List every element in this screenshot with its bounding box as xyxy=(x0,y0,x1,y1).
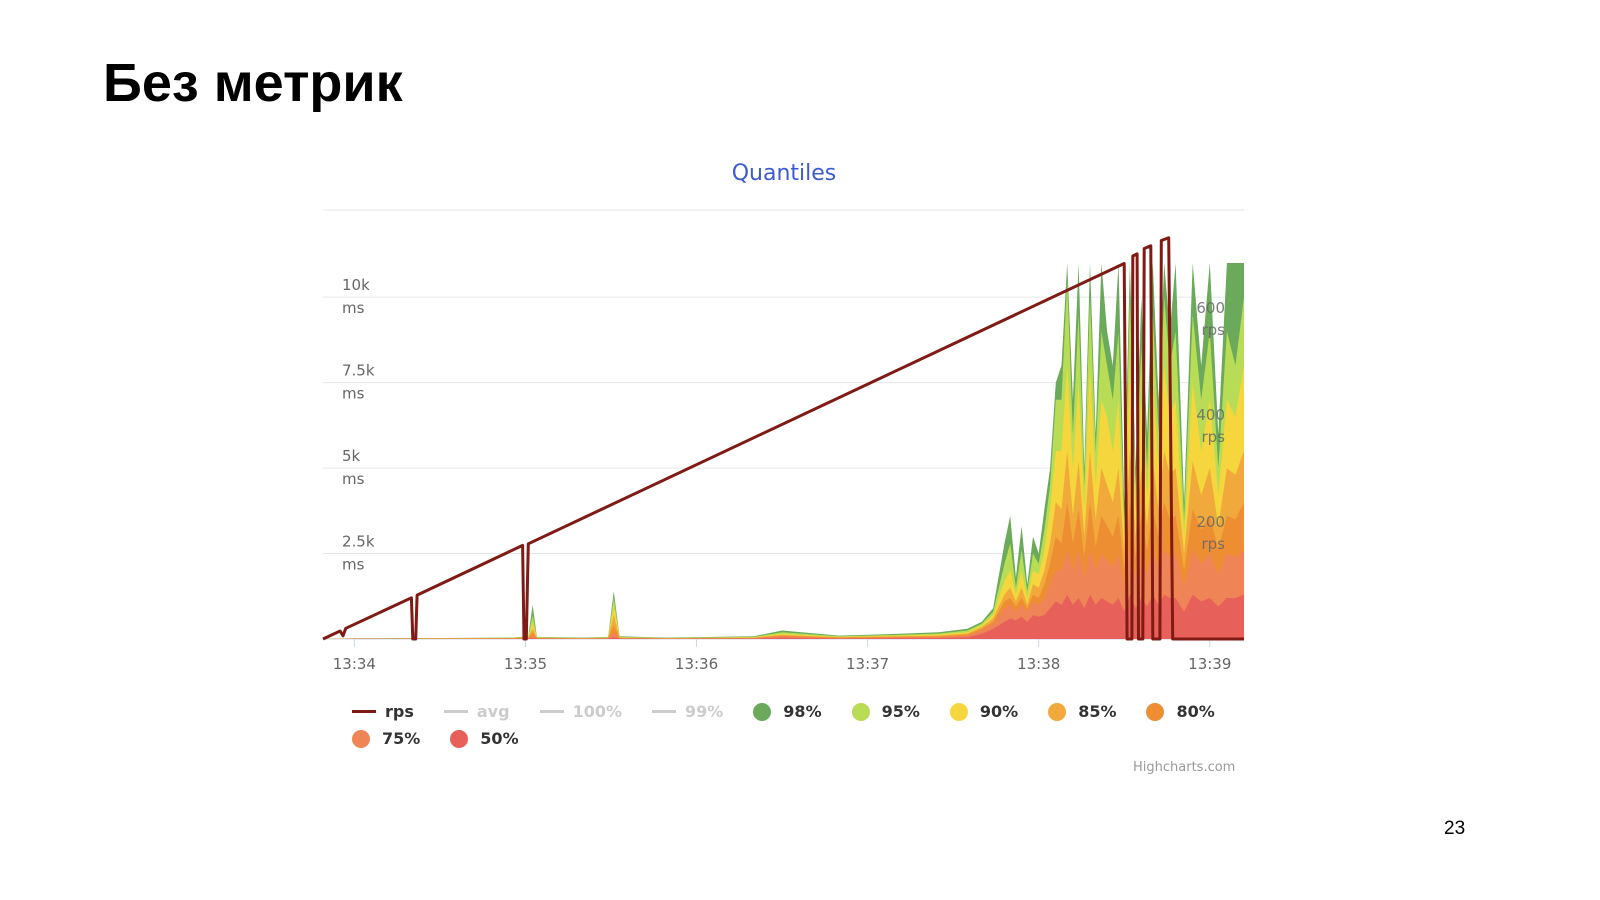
chart-title: Quantiles xyxy=(732,161,837,186)
legend-line-icon xyxy=(352,710,376,713)
legend-item-80pct[interactable]: 80% xyxy=(1146,702,1215,721)
y-left-tick-unit: ms xyxy=(342,385,365,403)
legend-label: 50% xyxy=(480,729,519,748)
rps-line xyxy=(322,236,1244,641)
area-series-50pct xyxy=(323,594,1244,639)
legend-item-85pct[interactable]: 85% xyxy=(1048,702,1116,721)
legend-item-99pct[interactable]: 99% xyxy=(652,702,723,721)
y-left-tick-label: 2.5k xyxy=(342,533,375,551)
y-left-tick-unit: ms xyxy=(342,470,365,488)
legend-label: 99% xyxy=(685,702,724,721)
y-right-tick-unit: rps xyxy=(1201,321,1225,339)
legend-label: avg xyxy=(476,702,510,721)
y-right-tick-label: 400 xyxy=(1196,406,1225,424)
y-left-tick-unit: ms xyxy=(342,556,365,574)
area-series-75pct xyxy=(323,550,1244,639)
legend-item-98pct[interactable]: 98% xyxy=(753,702,822,721)
legend-label: 85% xyxy=(1078,702,1117,721)
legend-label: 95% xyxy=(881,702,920,721)
x-tick-label: 13:35 xyxy=(504,655,547,673)
legend-dot-icon xyxy=(1146,702,1165,721)
legend-item-50pct[interactable]: 50% xyxy=(450,729,519,748)
legend-line-icon xyxy=(652,710,676,713)
legend-line-icon xyxy=(443,710,468,713)
y-right-tick-unit: rps xyxy=(1201,428,1225,446)
x-tick-label: 13:38 xyxy=(1017,655,1060,673)
legend-label: 98% xyxy=(783,702,822,721)
x-tick-label: 13:37 xyxy=(846,655,889,673)
legend-label: 90% xyxy=(979,702,1019,721)
legend-dot-icon xyxy=(949,702,968,721)
y-right-tick-unit: rps xyxy=(1201,535,1225,553)
y-right-tick-label: 200 xyxy=(1196,513,1225,531)
legend-item-avg[interactable]: avg xyxy=(443,702,510,721)
highcharts-credit[interactable]: Highcharts.com xyxy=(1133,760,1236,775)
y-left-tick-label: 5k xyxy=(342,447,361,465)
legend-dot-icon xyxy=(851,702,870,721)
x-tick-label: 13:39 xyxy=(1188,655,1231,673)
legend-dot-icon xyxy=(1048,702,1067,721)
legend-item-95pct[interactable]: 95% xyxy=(851,702,920,721)
page-number: 23 xyxy=(1444,818,1466,839)
legend-item-100pct[interactable]: 100% xyxy=(539,702,622,721)
legend-label: 75% xyxy=(382,729,421,748)
chart-legend: rps avg 100% 99% 98% 95% 90% 85% 80% 75% 50% xyxy=(352,698,1252,752)
slide-title: Без метрик xyxy=(103,53,403,113)
legend-dot-icon xyxy=(450,729,469,748)
y-left-tick-unit: ms xyxy=(342,299,365,317)
y-left-tick-label: 10k xyxy=(342,276,370,294)
y-right-tick-label: 600 xyxy=(1196,299,1225,317)
x-tick-label: 13:34 xyxy=(333,655,376,673)
area-series-80pct xyxy=(323,502,1244,639)
legend-dot-icon xyxy=(352,729,370,748)
legend-label: rps xyxy=(385,702,414,721)
legend-item-rps[interactable]: rps xyxy=(352,702,414,721)
x-tick-label: 13:36 xyxy=(675,655,718,673)
legend-label: 100% xyxy=(572,702,622,721)
legend-item-75pct[interactable]: 75% xyxy=(352,729,420,748)
legend-dot-icon xyxy=(753,702,772,721)
legend-label: 80% xyxy=(1176,702,1215,721)
legend-line-icon xyxy=(539,710,564,713)
legend-item-90pct[interactable]: 90% xyxy=(949,702,1019,721)
y-left-tick-label: 7.5k xyxy=(342,362,375,380)
